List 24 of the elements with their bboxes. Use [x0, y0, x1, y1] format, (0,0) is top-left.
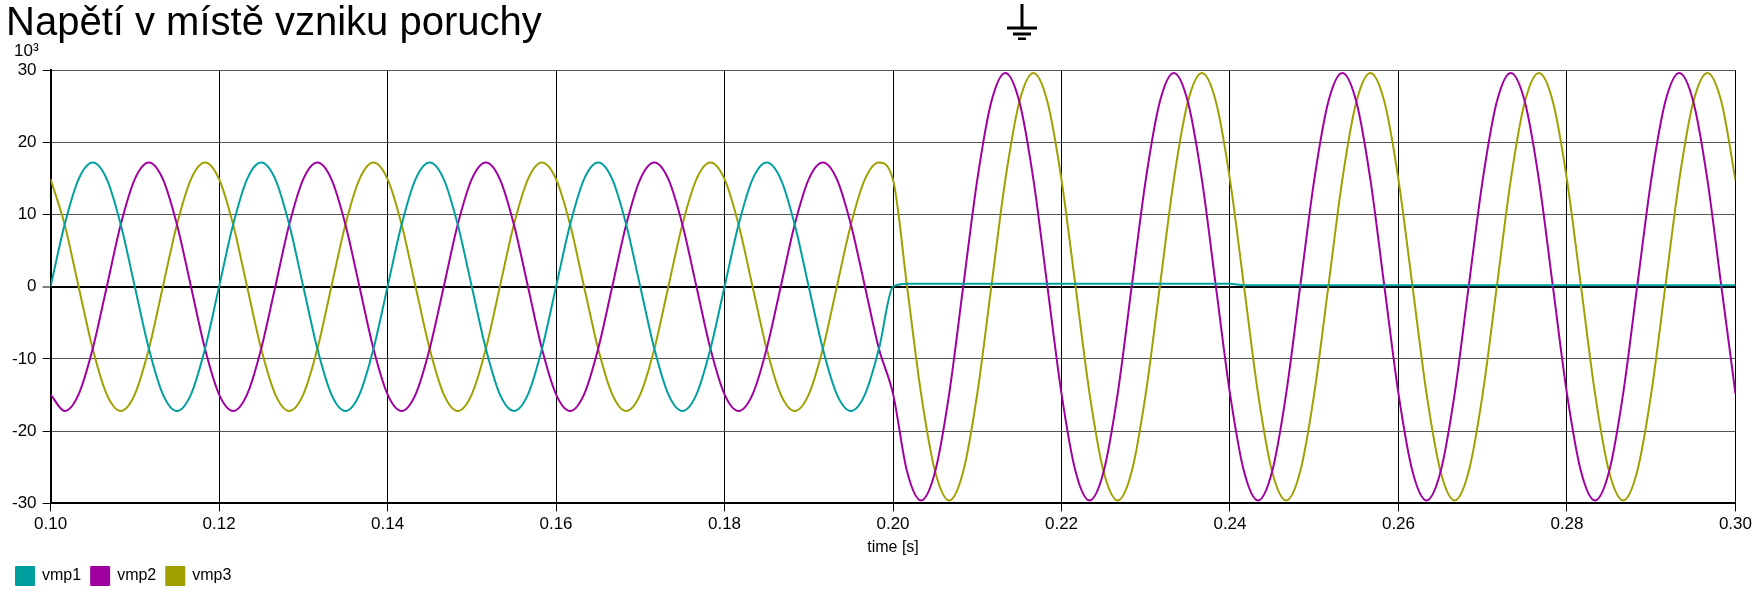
- x-tick-label: 0.16: [539, 514, 573, 534]
- x-tick-label: 0.22: [1044, 514, 1079, 534]
- y-tick-label: 10: [17, 204, 37, 224]
- legend-label: vmp2: [117, 566, 157, 584]
- legend-label: vmp1: [42, 566, 82, 584]
- x-tick-label: 0.10: [34, 514, 68, 534]
- x-tick-label: 0.20: [876, 514, 910, 534]
- y-tick-label: -10: [11, 348, 37, 368]
- y-tick-label: 20: [17, 131, 37, 151]
- x-tick-label: 0.18: [707, 514, 742, 534]
- x-tick-label: 0.24: [1213, 514, 1247, 534]
- y-tick-label: -20: [11, 420, 37, 440]
- x-tick-label: 0.12: [202, 514, 236, 534]
- x-tick-label: 0.30: [1718, 514, 1752, 534]
- legend-label: vmp3: [192, 566, 232, 584]
- y-tick-label: 0: [27, 276, 37, 296]
- y-tick-label: 30: [17, 59, 37, 79]
- chart-title: Napětí v místě vzniku poruchy: [6, 0, 542, 44]
- x-tick-label: 0.28: [1550, 514, 1584, 534]
- x-axis-title: time [s]: [867, 537, 919, 555]
- x-tick-label: 0.26: [1381, 514, 1416, 534]
- y-tick-label: -30: [11, 493, 37, 513]
- y-axis-title: 10³: [13, 41, 39, 61]
- x-tick-label: 0.14: [371, 514, 405, 534]
